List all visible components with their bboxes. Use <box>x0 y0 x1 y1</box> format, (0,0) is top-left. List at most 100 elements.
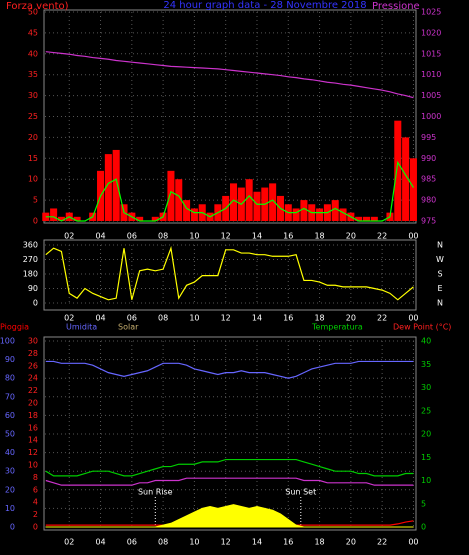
y2-tick-label: 1000 <box>421 112 441 121</box>
bar <box>136 216 144 221</box>
y-tick-label: 180 <box>23 270 38 279</box>
y2-tick-label: 15 <box>421 453 431 462</box>
y2-tick-label: 35 <box>421 360 431 369</box>
x-tick-label: 08 <box>158 232 168 241</box>
x-tick-label: 08 <box>158 538 168 547</box>
y3-tick-label: 4 <box>33 498 38 507</box>
legend-entry: Umidita <box>66 323 97 332</box>
y-tick-label: 15 <box>28 154 38 163</box>
bar <box>292 208 300 221</box>
direction-label: S <box>437 270 442 279</box>
y-tick-label: 40 <box>28 49 38 58</box>
y-tick-label: 0 <box>33 217 38 226</box>
x-tick-label: 02 <box>64 314 74 323</box>
y-tick-label: 60 <box>5 411 15 420</box>
y-tick-label: 5 <box>33 196 38 205</box>
y2-tick-label: 0 <box>421 523 426 532</box>
y-tick-label: 20 <box>28 133 38 142</box>
y2-tick-label: 40 <box>421 337 431 346</box>
series-line <box>45 458 414 477</box>
y-tick-label: 20 <box>5 485 15 494</box>
x-tick-label: 10 <box>189 232 199 241</box>
y3-tick-label: 16 <box>28 423 38 432</box>
chart-title: 24 hour graph data - 28 Novembre 2018 <box>163 0 366 11</box>
y-tick-label: 30 <box>28 91 38 100</box>
x-tick-label: 16 <box>283 538 293 547</box>
y2-tick-label: 20 <box>421 430 431 439</box>
y-tick-label: 360 <box>23 241 38 250</box>
bar <box>339 208 347 221</box>
legend-entry: Temperatura <box>311 323 363 332</box>
bar <box>230 183 238 221</box>
bar <box>316 208 324 221</box>
y2-tick-label: 975 <box>421 217 436 226</box>
x-tick-label: 06 <box>127 232 137 241</box>
y2-tick-label: 1010 <box>421 70 441 79</box>
x-tick-label: 04 <box>95 314 105 323</box>
y2-tick-label: 990 <box>421 154 436 163</box>
y2-tick-label: 995 <box>421 133 436 142</box>
y-tick-label: 10 <box>28 175 38 184</box>
y3-tick-label: 8 <box>33 473 38 482</box>
y3-tick-label: 14 <box>28 436 38 445</box>
y2-tick-label: 5 <box>421 499 426 508</box>
y3-tick-label: 12 <box>28 448 38 457</box>
direction-label: N <box>437 299 443 308</box>
x-tick-label: 12 <box>221 538 231 547</box>
y2-tick-label: 10 <box>421 476 431 485</box>
series-area <box>45 504 414 528</box>
y3-tick-label: 2 <box>33 510 38 519</box>
y-tick-label: 90 <box>5 355 15 364</box>
x-tick-label: 18 <box>314 314 324 323</box>
x-tick-label: 22 <box>377 232 387 241</box>
panel-frame <box>43 336 417 531</box>
annotation: Sun Set <box>285 488 316 497</box>
y2-tick-label: 1020 <box>421 28 441 37</box>
x-tick-label: 18 <box>314 232 324 241</box>
bar <box>355 216 363 221</box>
y-tick-label: 30 <box>5 467 15 476</box>
x-tick-label: 20 <box>346 538 356 547</box>
y-tick-label: 270 <box>23 255 38 264</box>
x-tick-label: 04 <box>95 232 105 241</box>
bar <box>269 183 277 221</box>
x-tick-label: 04 <box>95 538 105 547</box>
x-tick-label: 12 <box>221 232 231 241</box>
x-tick-label: 06 <box>127 538 137 547</box>
direction-label: N <box>437 241 443 250</box>
y-tick-label: 25 <box>28 112 38 121</box>
y3-tick-label: 22 <box>28 386 38 395</box>
bar <box>394 120 402 221</box>
x-tick-label: 20 <box>346 314 356 323</box>
y2-tick-label: 985 <box>421 175 436 184</box>
series-line <box>45 360 414 379</box>
bar <box>245 179 253 221</box>
x-tick-label: 06 <box>127 314 137 323</box>
series-line <box>45 477 414 486</box>
x-tick-label: 10 <box>189 314 199 323</box>
y3-tick-label: 20 <box>28 399 38 408</box>
x-tick-label: 16 <box>283 232 293 241</box>
x-tick-label: 14 <box>252 314 262 323</box>
y3-tick-label: 30 <box>28 337 38 346</box>
x-tick-label: 18 <box>314 538 324 547</box>
y-tick-label: 50 <box>5 430 15 439</box>
y-tick-label: 45 <box>28 28 38 37</box>
y2-tick-label: 30 <box>421 383 431 392</box>
x-tick-label: 00 <box>408 538 418 547</box>
legend-entry: Dew Point (°C) <box>393 323 451 332</box>
series-line <box>45 245 414 301</box>
y-tick-label: 0 <box>10 523 15 532</box>
panel-frame <box>43 9 417 224</box>
y-tick-label: 35 <box>28 70 38 79</box>
y2-tick-label: 1005 <box>421 91 441 100</box>
y3-tick-label: 10 <box>28 461 38 470</box>
x-tick-label: 22 <box>377 314 387 323</box>
bar <box>57 216 65 221</box>
x-tick-label: 22 <box>377 538 387 547</box>
y3-tick-label: 0 <box>33 523 38 532</box>
bar <box>183 200 191 221</box>
bar <box>151 216 159 221</box>
x-tick-label: 20 <box>346 232 356 241</box>
